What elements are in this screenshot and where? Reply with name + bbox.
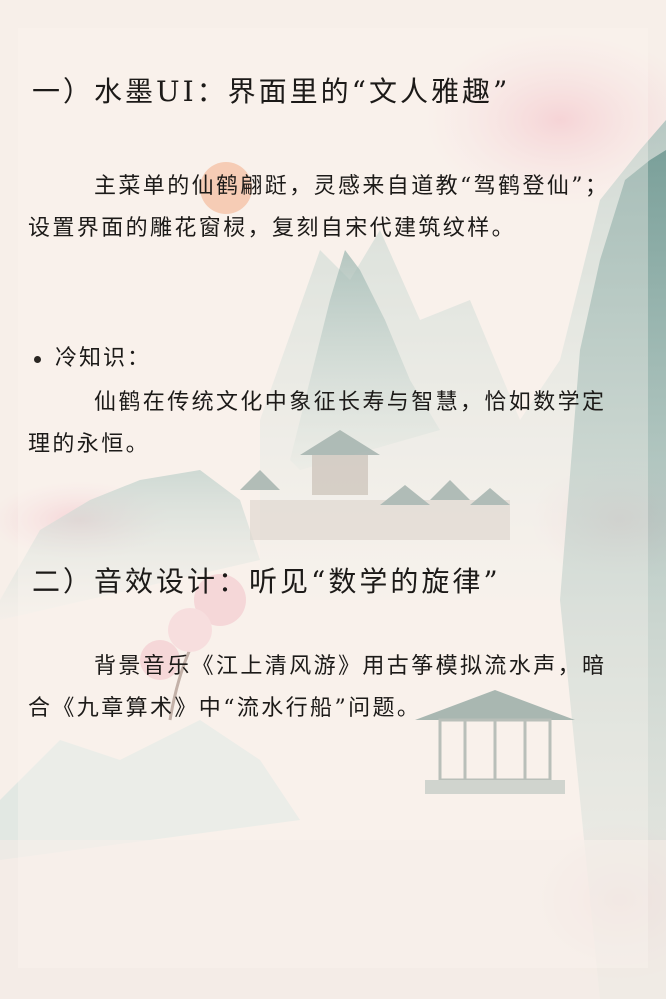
right-cliff	[560, 150, 666, 999]
bullet-dot-icon	[34, 355, 41, 363]
left-hills	[0, 470, 260, 620]
section-1-paragraph: 主菜单的仙鹤翩跹，灵感来自道教“驾鹤登仙”；设置界面的雕花窗棂，复刻自宋代建筑纹…	[28, 174, 610, 241]
note-label: 冷知识：	[55, 346, 152, 371]
pink-cloud	[420, 30, 666, 210]
palace-illustration	[240, 430, 510, 540]
left-low-hills	[0, 720, 300, 860]
note-paragraph: 仙鹤在传统文化中象征长寿与智慧，恰如数学定理的永恒。	[28, 390, 607, 457]
paper-panel	[18, 28, 648, 968]
section-2-paragraph: 背景音乐《江上清风游》用古筝模拟流水声，暗合《九章算术》中“流水行船”问题。	[28, 654, 607, 721]
pavilion-illustration	[415, 690, 575, 794]
mist	[0, 840, 666, 999]
section-2-heading: 二）音效设计：听见“数学的旋律”	[32, 565, 501, 598]
note-bullet: 冷知识：	[34, 340, 151, 372]
sun	[200, 162, 252, 214]
blossom-tree	[140, 574, 246, 721]
center-mountain	[290, 250, 440, 470]
section-1-heading: 一）水墨UI：界面里的“文人雅趣”	[32, 75, 511, 108]
